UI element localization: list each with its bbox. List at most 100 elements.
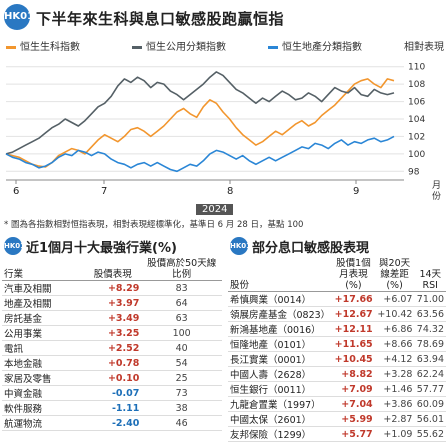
price-performance: +3.49 [84, 310, 142, 326]
legend-label: 恒生生科指數 [20, 42, 80, 53]
price-performance: +17.66 [332, 291, 375, 307]
x-tick-label: 7 [101, 186, 107, 197]
stock-name: 領展房產基金（0823） [228, 306, 333, 322]
table-row: 希慎興業（0014） +17.66 +6.07 71.00 [228, 291, 446, 307]
above-50d-ratio: 38 [141, 400, 222, 416]
y-tick-label: 100 [408, 150, 425, 160]
gap-to-20d: +10.42 [374, 306, 415, 322]
price-performance: +0.10 [84, 370, 142, 386]
price-performance: +11.65 [332, 336, 375, 352]
series-line-2 [5, 135, 395, 173]
industry-name: 汽車及相關 [2, 280, 85, 296]
industry-name: 電訊 [2, 340, 85, 356]
x-tick-label: 9 [353, 186, 359, 197]
price-performance: +7.09 [332, 381, 375, 397]
y-tick-label: 110 [408, 63, 425, 73]
table-row: 地產及相關 +3.97 64 [2, 295, 222, 311]
industry-name: 本地金融 [2, 355, 85, 371]
price-performance: -0.07 [84, 385, 142, 401]
table-row: 中國人壽（2628） +8.82 +3.28 62.24 [228, 366, 446, 382]
y-tick-label: 98 [408, 167, 420, 177]
legend-swatch [132, 45, 142, 49]
industry-name: 中資金融 [2, 385, 85, 401]
table-row: 恒生銀行（0011） +7.09 +1.46 57.77 [228, 381, 446, 397]
price-performance: +0.78 [84, 355, 142, 371]
table-row: 公用事業 +3.25 100 [2, 325, 222, 341]
price-performance: +3.97 [84, 295, 142, 311]
legend-item-utilities: 恒生公用分類指數 [132, 38, 226, 53]
y-tick-label: 108 [408, 80, 425, 90]
above-50d-ratio: 25 [141, 370, 222, 386]
y-tick-label: 106 [408, 98, 425, 108]
stock-name: 恒生銀行（0011） [228, 381, 333, 397]
rsi-14d: 74.32 [414, 321, 446, 337]
chart-title: 下半年來生科與息口敏感股跑贏恒指 [36, 10, 285, 28]
above-50d-ratio: 40 [141, 340, 222, 356]
industries-table: 行業 股價表現 股價高於50天線比例 汽車及相關 +8.29 83 地產及相關 +3.9… [2, 258, 222, 431]
table-row: 中國太保（2601） +5.99 +2.87 56.01 [228, 411, 446, 427]
rsi-14d: 62.24 [414, 366, 446, 382]
gap-to-20d: +6.86 [374, 321, 415, 337]
table-row: 新鴻基地產（0016） +12.11 +6.86 74.32 [228, 321, 446, 337]
gap-to-20d: +8.66 [374, 336, 415, 352]
rsi-14d: 56.01 [414, 411, 446, 427]
stock-name: 友邦保險（1299） [228, 426, 333, 442]
price-performance: -1.11 [84, 400, 142, 416]
col-header: 股價1個月表現(%) [332, 258, 375, 292]
table-row: 本地金融 +0.78 54 [2, 355, 222, 371]
table-row: 軟件服務 -1.11 38 [2, 400, 222, 416]
col-header: 14天RSI [414, 258, 446, 292]
stocks-table: 股份 股價1個月表現(%) 與20天線差距(%) 14天RSI 希慎興業（001… [228, 258, 446, 442]
above-50d-ratio: 46 [141, 415, 222, 431]
table-row: 長江實業（0001） +10.45 +4.12 63.94 [228, 351, 446, 367]
stock-name: 中國太保（2601） [228, 411, 333, 427]
col-header: 股價表現 [84, 258, 142, 281]
x-unit-label: 月份 [432, 181, 442, 202]
above-50d-ratio: 83 [141, 280, 222, 296]
gap-to-20d: +6.07 [374, 291, 415, 307]
gap-to-20d: +1.46 [374, 381, 415, 397]
industry-name: 公用事業 [2, 325, 85, 341]
industry-name: 地產及相關 [2, 295, 85, 311]
table-row: 中資金融 -0.07 73 [2, 385, 222, 401]
stock-name: 中國人壽（2628） [228, 366, 333, 382]
rsi-14d: 57.77 [414, 381, 446, 397]
table-row: 汽車及相關 +8.29 83 [2, 280, 222, 296]
price-performance: +8.29 [84, 280, 142, 296]
price-performance: +12.11 [332, 321, 375, 337]
industries-title: 近1個月十大最強行業(%) [26, 241, 177, 256]
price-performance: +7.04 [332, 396, 375, 412]
table-row: 領展房產基金（0823） +12.67 +10.42 63.56 [228, 306, 446, 322]
series-line-0 [5, 78, 395, 168]
year-label: 2024 [196, 204, 234, 215]
col-header: 股價高於50天線比例 [141, 258, 222, 281]
series-line-1 [5, 71, 395, 155]
stocks-title: 部分息口敏感股表現 [252, 241, 370, 256]
stock-name: 九龍倉置業（1997） [228, 396, 333, 412]
table-row: 電訊 +2.52 40 [2, 340, 222, 356]
table-row: 航運物流 -2.40 46 [2, 415, 222, 431]
table-row: 友邦保險（1299） +5.77 +1.09 55.62 [228, 426, 446, 442]
rsi-14d: 71.00 [414, 291, 446, 307]
line-chart: 98 100 102 104 106 108 110 6 7 8 9 [5, 63, 425, 197]
x-tick-label: 8 [227, 186, 233, 197]
col-header: 行業 [2, 258, 85, 281]
gap-to-20d: +4.12 [374, 351, 415, 367]
legend-item-biotech: 恒生生科指數 [6, 38, 80, 53]
legend-label: 恒生地產分類指數 [282, 42, 362, 53]
rsi-14d: 55.62 [414, 426, 446, 442]
rsi-14d: 60.09 [414, 396, 446, 412]
price-performance: +5.77 [332, 426, 375, 442]
chart-note: * 圖為各指數相對恒指表現，相對表現經標準化，基準日 6 月 28 日，基點 1… [4, 220, 304, 230]
price-performance: +5.99 [332, 411, 375, 427]
industry-name: 房託基金 [2, 310, 85, 326]
stock-name: 希慎興業（0014） [228, 291, 333, 307]
stock-name: 恒隆地產（0101） [228, 336, 333, 352]
stock-name: 長江實業（0001） [228, 351, 333, 367]
y-tick-label: 102 [408, 132, 425, 142]
table-row: 恒隆地產（0101） +11.65 +8.66 78.69 [228, 336, 446, 352]
rsi-14d: 63.56 [414, 306, 446, 322]
price-performance: -2.40 [84, 415, 142, 431]
y-unit-label: 相對表現 [404, 42, 444, 53]
col-header: 股份 [228, 258, 333, 292]
